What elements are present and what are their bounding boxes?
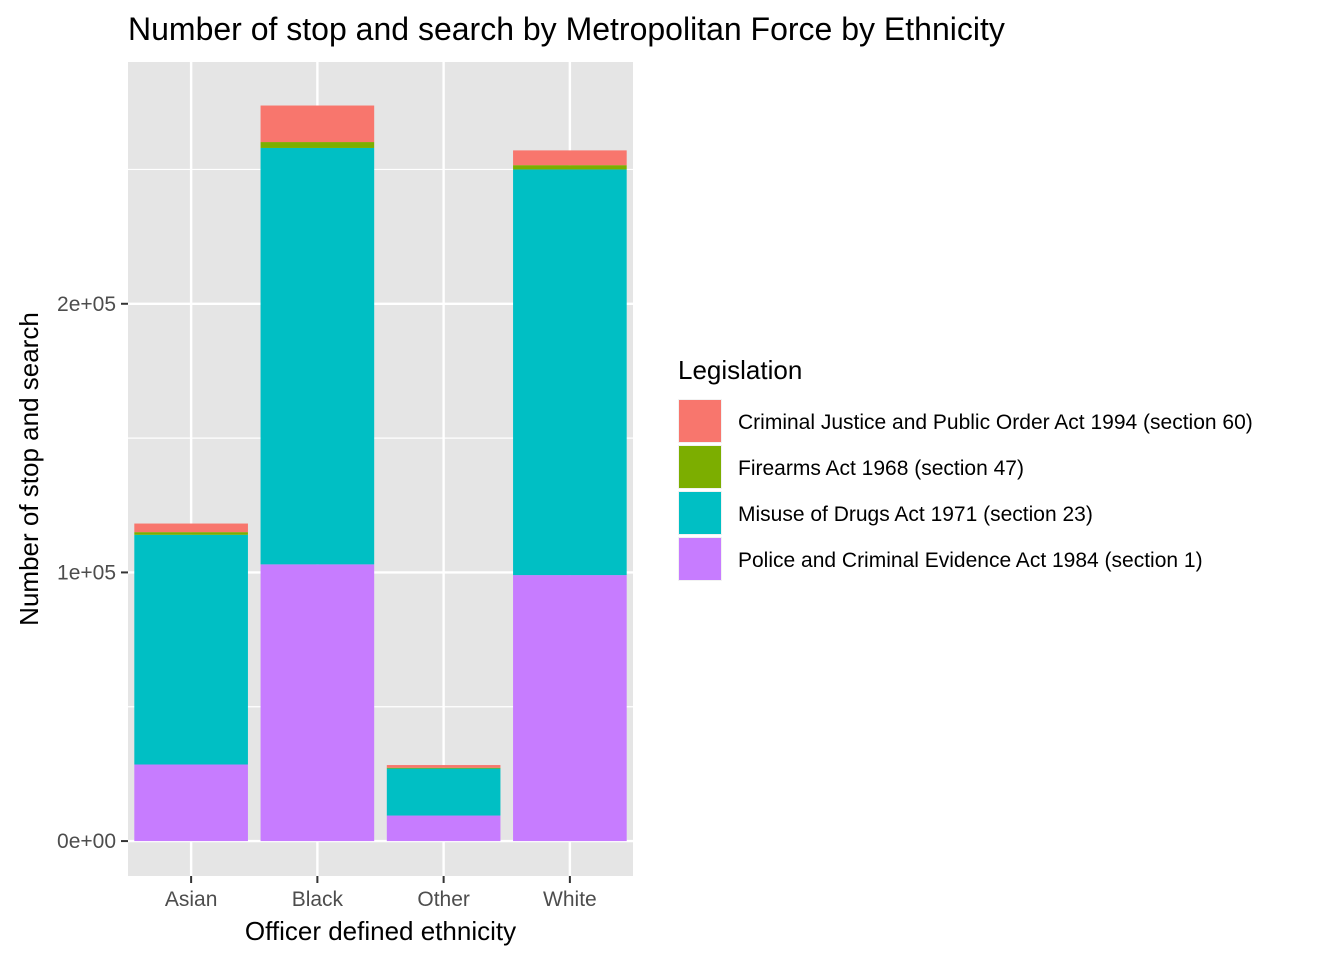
bar-segment: [386, 765, 501, 768]
bars: [134, 105, 627, 842]
axes: 0e+00 1e+05 2e+05 Asian Black Other White: [57, 293, 597, 911]
y-axis-title: Number of stop and search: [14, 312, 44, 626]
bar-segment: [134, 764, 248, 842]
legend-key-swatch: [679, 400, 721, 442]
legend-item-label: Misuse of Drugs Act 1971 (section 23): [738, 503, 1093, 526]
bar-segment: [260, 105, 375, 143]
legend-item-label: Firearms Act 1968 (section 47): [738, 457, 1024, 480]
x-tick-label: White: [543, 888, 597, 911]
legend-key-swatch: [679, 538, 721, 580]
x-tick-label: Asian: [165, 888, 218, 911]
bar-segment: [386, 767, 501, 769]
x-tick-label: Other: [417, 888, 470, 911]
bar-segment: [134, 532, 248, 535]
chart-title: Number of stop and search by Metropolita…: [128, 11, 1005, 47]
legend-title: Legislation: [678, 355, 802, 385]
bar-segment: [513, 575, 627, 842]
y-tick-label: 0e+00: [57, 830, 116, 853]
legend-item-label: Criminal Justice and Public Order Act 19…: [738, 411, 1253, 434]
y-tick-label: 1e+05: [57, 561, 116, 584]
bar-segment: [134, 534, 248, 765]
bar-segment: [513, 150, 627, 166]
legend-item-label: Police and Criminal Evidence Act 1984 (s…: [738, 549, 1203, 572]
x-tick-label: Black: [292, 888, 344, 911]
bar-segment: [260, 147, 375, 565]
bar-segment: [260, 564, 375, 842]
legend-key-swatch: [679, 492, 721, 534]
legend: Legislation Criminal Justice and Public …: [678, 355, 1253, 581]
x-axis-title: Officer defined ethnicity: [245, 916, 516, 946]
bar-segment: [386, 768, 501, 816]
bar-segment: [386, 815, 501, 842]
bar-segment: [513, 165, 627, 170]
bar-segment: [513, 169, 627, 576]
legend-key-swatch: [679, 446, 721, 488]
bar-segment: [260, 142, 375, 148]
bar-segment: [134, 523, 248, 533]
y-tick-label: 2e+05: [57, 293, 116, 316]
